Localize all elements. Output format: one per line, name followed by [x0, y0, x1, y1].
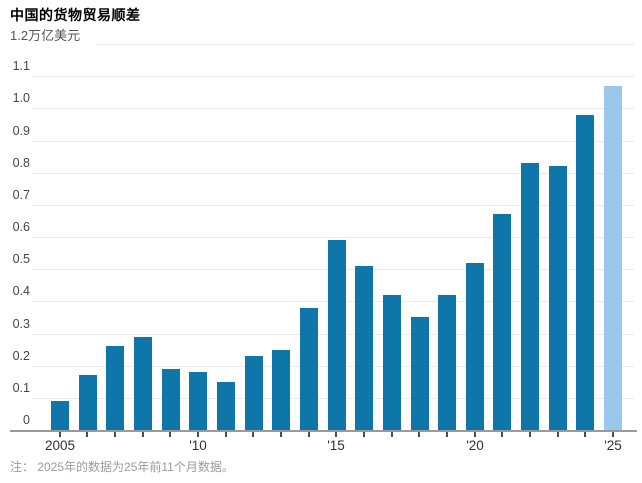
bar-2017: [383, 295, 401, 430]
bar-2024: [576, 115, 594, 430]
bar-2012: [245, 356, 263, 430]
bar-2007: [106, 346, 124, 430]
footnote: 注： 2025年的数据为25年前11个月数据。: [10, 460, 234, 474]
chart-title: 中国的货物贸易顺差: [10, 7, 141, 23]
y-axis-label-0.7: 0.7: [12, 188, 30, 202]
x-tick-2020: [474, 432, 476, 437]
gridline-0.8: [33, 173, 634, 174]
bar-2009: [162, 369, 180, 430]
x-tick-2018: [418, 432, 420, 437]
y-axis-label-0.2: 0.2: [12, 349, 30, 363]
gridline-1.0: [33, 108, 634, 109]
bar-2016: [355, 266, 373, 430]
x-tick-2015: [335, 432, 337, 437]
bar-2015: [328, 240, 346, 430]
x-tick-2011: [225, 432, 227, 437]
x-axis-label-2025: '25: [604, 438, 622, 453]
y-axis-label-0.5: 0.5: [12, 252, 30, 266]
x-tick-2012: [252, 432, 254, 437]
x-tick-2009: [169, 432, 171, 437]
bar-2025: [604, 86, 622, 430]
x-axis-line: [10, 430, 637, 432]
gridline-1.2: [97, 44, 634, 45]
x-tick-2010: [197, 432, 199, 437]
y-axis-label-0.9: 0.9: [12, 124, 30, 138]
x-tick-2017: [391, 432, 393, 437]
x-tick-2005: [59, 432, 61, 437]
y-axis-label-0.4: 0.4: [12, 284, 30, 298]
x-tick-2007: [114, 432, 116, 437]
gridline-1.1: [33, 76, 634, 77]
x-axis-label-2010: '10: [189, 438, 207, 453]
y-axis-label-0.3: 0.3: [12, 317, 30, 331]
x-axis-label-2005: 2005: [44, 438, 76, 453]
x-tick-2021: [501, 432, 503, 437]
x-tick-2019: [446, 432, 448, 437]
gridline-0.6: [33, 237, 634, 238]
y-axis-label-0.6: 0.6: [12, 220, 30, 234]
bar-2020: [466, 263, 484, 430]
x-tick-2023: [557, 432, 559, 437]
y-axis-label-1.1: 1.1: [12, 59, 30, 73]
x-axis-label-2020: '20: [466, 438, 484, 453]
x-tick-2014: [308, 432, 310, 437]
x-tick-2013: [280, 432, 282, 437]
x-tick-2006: [86, 432, 88, 437]
bar-2005: [51, 401, 69, 430]
bar-2014: [300, 308, 318, 430]
y-axis-label-0: 0: [23, 413, 30, 427]
gridline-0.9: [33, 141, 634, 142]
bar-2010: [189, 372, 207, 430]
gridline-0.7: [33, 205, 634, 206]
x-tick-2025: [612, 432, 614, 437]
x-tick-2016: [363, 432, 365, 437]
y-axis-label-1.0: 1.0: [12, 91, 30, 105]
y-axis-unit-label: 1.2万亿美元: [10, 28, 81, 43]
bar-2019: [438, 295, 456, 430]
y-axis-label-0.1: 0.1: [12, 381, 30, 395]
x-tick-2022: [529, 432, 531, 437]
bar-2021: [493, 214, 511, 430]
bar-2022: [521, 163, 539, 430]
bar-2023: [549, 166, 567, 430]
x-tick-2024: [584, 432, 586, 437]
bar-2018: [411, 317, 429, 430]
bar-2013: [272, 350, 290, 430]
bar-2011: [217, 382, 235, 430]
y-axis-label-0.8: 0.8: [12, 156, 30, 170]
x-tick-2008: [142, 432, 144, 437]
x-axis-label-2015: '15: [327, 438, 345, 453]
bar-2008: [134, 337, 152, 430]
bar-2006: [79, 375, 97, 430]
